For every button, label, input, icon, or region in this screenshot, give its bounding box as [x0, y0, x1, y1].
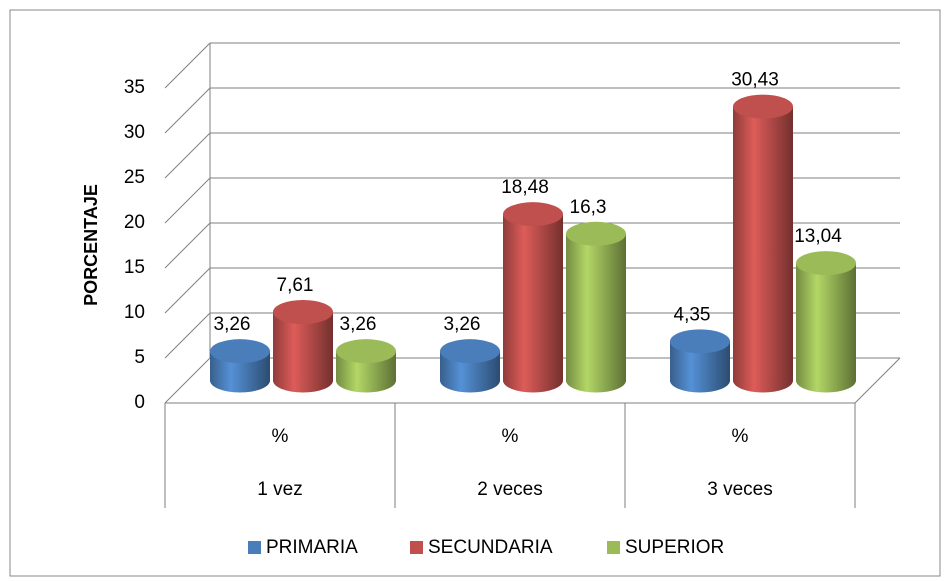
grid-line [164, 312, 211, 359]
data-label: 7,61 [277, 275, 314, 296]
legend-label: SECUNDARIA [428, 537, 553, 558]
cylinder-top [566, 221, 626, 246]
data-label: 13,04 [794, 226, 842, 247]
y-axis-label: PORCENTAJE [81, 184, 101, 306]
data-label: 4,35 [674, 304, 711, 325]
cylinder-top [273, 300, 333, 325]
cylinder-top [733, 94, 793, 119]
legend-label: SUPERIOR [625, 537, 724, 558]
data-label: 3,26 [214, 314, 251, 335]
floor-edge [854, 357, 901, 404]
cylinder-body [273, 312, 333, 393]
cylinder-top [796, 251, 856, 276]
cylinder-top [336, 339, 396, 364]
y-tick-label: 25 [124, 167, 145, 188]
cylinder-body [733, 106, 793, 393]
grid-line [164, 267, 211, 314]
legend-swatch [410, 541, 423, 554]
legend-label: PRIMARIA [266, 537, 358, 558]
x-unit-label: % [272, 426, 289, 447]
grid-line [164, 132, 211, 179]
data-label: 16,3 [570, 197, 607, 218]
cylinder-top [210, 339, 270, 364]
cylinder-top [670, 329, 730, 354]
x-tick-label: 3 veces [707, 479, 772, 500]
x-unit-label: % [732, 426, 749, 447]
cylinder-top [440, 339, 500, 364]
y-tick-label: 35 [124, 77, 145, 98]
legend-swatch [607, 541, 620, 554]
cylinder-body [670, 341, 730, 393]
y-tick-label: 0 [134, 392, 145, 413]
grid-line [164, 357, 211, 404]
y-tick-label: 20 [124, 212, 145, 233]
y-tick-label: 10 [124, 302, 145, 323]
y-tick-label: 15 [124, 257, 145, 278]
y-tick-label: 5 [134, 347, 145, 368]
cylinder-top [503, 202, 563, 227]
legend-swatch [248, 541, 261, 554]
data-label: 18,48 [501, 177, 549, 198]
x-unit-label: % [502, 426, 519, 447]
grid-line [164, 42, 211, 89]
grid-line [164, 222, 211, 269]
x-tick-label: 2 veces [477, 479, 542, 500]
data-label: 3,26 [444, 314, 481, 335]
grid-line [164, 87, 211, 134]
data-label: 30,43 [731, 70, 779, 91]
cylinder-body [566, 233, 626, 393]
grid-line [164, 177, 211, 224]
x-tick-label: 1 vez [257, 479, 302, 500]
data-label: 3,26 [340, 314, 377, 335]
y-tick-label: 30 [124, 122, 145, 143]
cylinder-body [503, 214, 563, 393]
cylinder-body [796, 263, 856, 393]
